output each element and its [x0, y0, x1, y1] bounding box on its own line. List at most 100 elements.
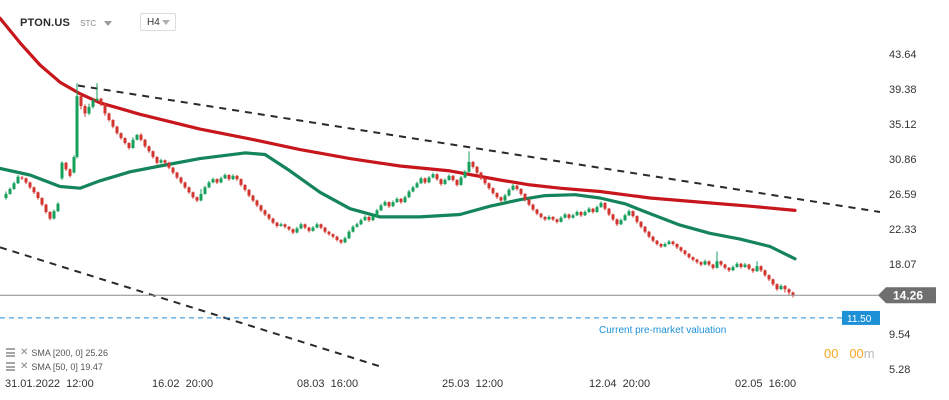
candle-body: [787, 289, 791, 293]
symbol-selector[interactable]: PTON.US STC: [20, 14, 113, 32]
candle-body: [303, 224, 307, 228]
candle: [383, 200, 387, 207]
candle: [335, 235, 339, 242]
candle-body: [655, 240, 659, 245]
candle-body: [279, 224, 283, 226]
y-tick-label: 5.28: [889, 364, 910, 376]
candle-body: [587, 208, 591, 212]
candle: [339, 239, 343, 245]
candle-body: [52, 211, 56, 219]
candle-body: [527, 199, 531, 205]
candle: [36, 191, 40, 200]
candle: [499, 196, 503, 203]
candle-body: [455, 179, 459, 185]
menu-icon[interactable]: [6, 362, 18, 371]
candle-body: [335, 236, 339, 240]
x-tick-label: 12.04 20:00: [589, 378, 650, 390]
candle: [403, 195, 407, 203]
candle: [343, 236, 347, 244]
candle-body: [759, 266, 763, 271]
candle-body: [627, 211, 631, 216]
candle-body: [619, 220, 623, 225]
candle: [307, 226, 311, 233]
candle-body: [87, 106, 91, 114]
candle: [251, 194, 255, 203]
candle: [379, 203, 383, 212]
candle-body: [691, 257, 695, 260]
candle-body: [411, 187, 415, 192]
candle-body: [407, 191, 411, 198]
candle-body: [259, 205, 263, 211]
candle-body: [295, 228, 299, 233]
candle-body: [60, 162, 64, 179]
candle-body: [307, 227, 311, 231]
candle-body: [271, 218, 275, 223]
candle-body: [20, 177, 24, 179]
candle: [587, 207, 591, 213]
candle-body: [68, 169, 72, 176]
candle-body: [311, 227, 315, 231]
candle-body: [395, 198, 399, 203]
candle-body: [163, 160, 167, 163]
candle: [763, 269, 767, 277]
sma50-line: [0, 151, 797, 261]
candle-body: [56, 203, 60, 212]
candle-body: [539, 213, 543, 217]
candle-body: [651, 236, 655, 241]
candle: [331, 233, 335, 239]
candle: [24, 177, 28, 185]
candle-body: [599, 202, 603, 208]
candle: [451, 175, 455, 182]
candle-body: [203, 187, 207, 194]
candle: [203, 185, 207, 195]
close-icon[interactable]: ✕: [20, 361, 29, 372]
candle-body: [699, 262, 703, 265]
candle-body: [287, 226, 291, 230]
candle-body: [771, 279, 775, 285]
candle: [627, 209, 631, 217]
candle-body: [339, 239, 343, 243]
candle: [107, 112, 111, 122]
close-icon[interactable]: ✕: [20, 347, 29, 358]
candle-body: [571, 215, 575, 218]
candle: [575, 210, 579, 217]
candle: [615, 218, 619, 226]
candle-body: [343, 238, 347, 243]
candle-body: [327, 231, 331, 235]
candle-body: [199, 193, 203, 201]
candle: [44, 203, 48, 214]
candle: [95, 83, 99, 102]
candle-body: [135, 134, 139, 140]
candle: [719, 260, 723, 267]
candle-body: [623, 215, 627, 221]
candle: [679, 246, 683, 253]
timeframe-select[interactable]: H4: [140, 13, 176, 31]
candle: [707, 260, 711, 267]
candle-body: [139, 134, 143, 140]
candle-body: [475, 166, 479, 173]
candle-body: [267, 214, 271, 219]
candle-body: [231, 175, 235, 180]
candle: [167, 161, 171, 170]
candle: [579, 211, 583, 217]
candle: [279, 222, 283, 227]
current-price-tag: [878, 287, 936, 304]
candle: [60, 161, 64, 180]
candle: [99, 97, 103, 107]
candle-body: [167, 162, 171, 168]
x-tick-label: 16.02 20:00: [152, 378, 213, 390]
candle-body: [32, 187, 36, 193]
menu-icon[interactable]: [6, 348, 18, 357]
candle: [235, 175, 239, 181]
indicator-legend-sma200: ✕ SMA [200, 0] 25.26: [6, 347, 108, 358]
candle-body: [195, 197, 199, 201]
candle-body: [355, 224, 359, 227]
candle-body: [255, 200, 259, 206]
candle: [231, 174, 235, 180]
candle-body: [743, 264, 747, 268]
y-tick-label: 43.64: [889, 49, 917, 61]
timeframe-label: H4: [147, 16, 160, 28]
candle-body: [119, 133, 123, 139]
candle: [463, 170, 467, 179]
